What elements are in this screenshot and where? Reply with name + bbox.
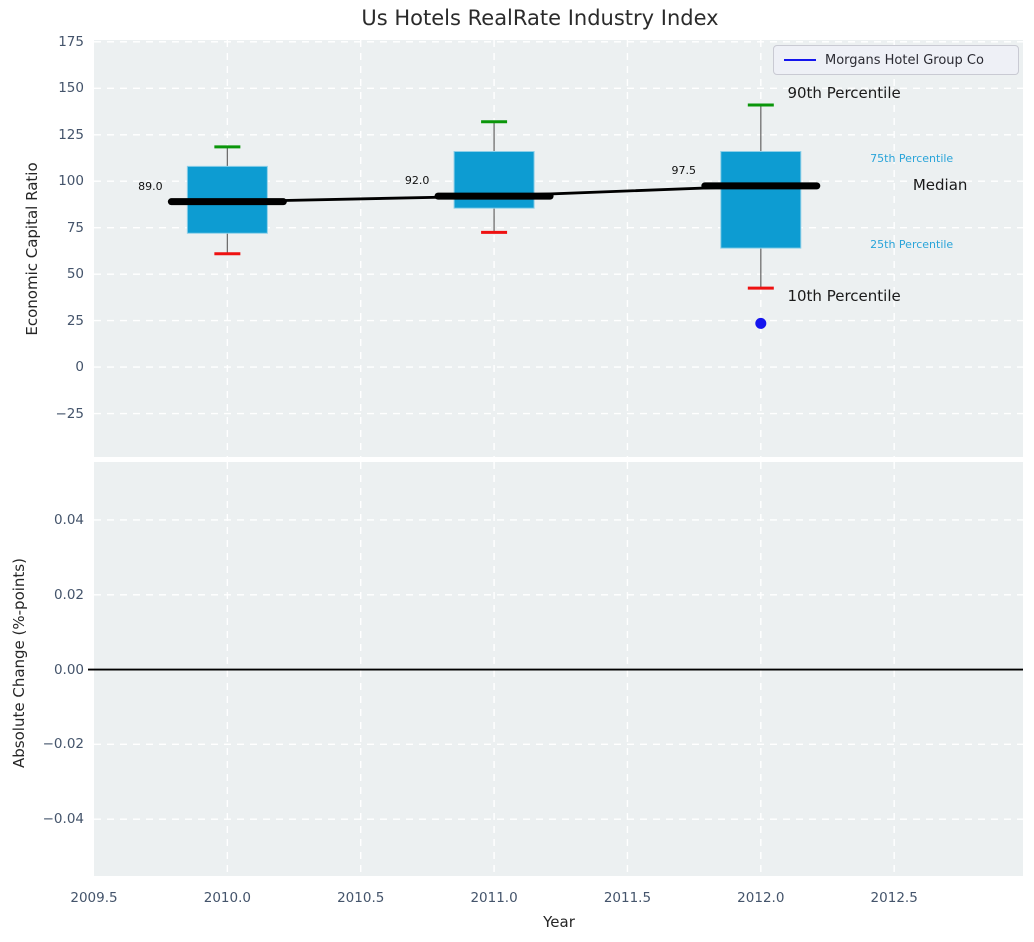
- bottom-y-tick-label: −0.02: [42, 736, 84, 753]
- x-tick-label: 2012.0: [737, 890, 785, 906]
- top-y-tick-label: 25: [66, 312, 84, 329]
- top-y-tick-label: 75: [66, 219, 84, 236]
- top-y-tick-label: 175: [58, 33, 84, 50]
- legend: Morgans Hotel Group Co: [773, 45, 1019, 75]
- top-y-tick-label: 50: [66, 266, 84, 283]
- x-tick-label: 2010.5: [337, 890, 385, 906]
- bottom-y-tick-label: 0.04: [53, 511, 84, 528]
- top-plot-area: [94, 40, 1023, 457]
- median-value-label: 92.0: [404, 174, 430, 188]
- median-value-label: 89.0: [138, 179, 163, 193]
- annotation-10th-percentile: 10th Percentile: [787, 287, 901, 306]
- bottom-y-tick-label: 0.02: [53, 586, 84, 603]
- top-y-tick-label: 0: [75, 359, 84, 376]
- x-tick-label: 2009.5: [70, 890, 118, 906]
- x-tick-label: 2012.5: [870, 890, 918, 906]
- legend-line-sample: [784, 59, 816, 61]
- legend-label: Morgans Hotel Group Co: [825, 52, 984, 68]
- bottom-y-tick-label: −0.04: [42, 811, 84, 828]
- annotation-75th-percentile: 75th Percentile: [870, 152, 954, 166]
- x-axis-label: Year: [543, 913, 575, 931]
- chart-title: Us Hotels RealRate Industry Index: [361, 6, 719, 30]
- x-tick-label: 2011.0: [470, 890, 518, 906]
- median-value-label: 97.5: [671, 163, 697, 177]
- bottom-plot-area: [94, 462, 1023, 876]
- annotation-median: Median: [912, 175, 968, 194]
- x-tick-label: 2010.0: [203, 890, 251, 906]
- x-tick-label: 2011.5: [603, 890, 652, 906]
- annotation-25th-percentile: 25th Percentile: [870, 237, 954, 251]
- annotation-90th-percentile: 90th Percentile: [787, 83, 901, 102]
- top-y-tick-label: 100: [58, 173, 84, 190]
- top-y-tick-label: −25: [55, 405, 85, 422]
- bottom-y-tick-label: 0.00: [53, 661, 84, 678]
- top-y-tick-label: 125: [58, 126, 84, 143]
- top-y-tick-label: 150: [58, 80, 84, 97]
